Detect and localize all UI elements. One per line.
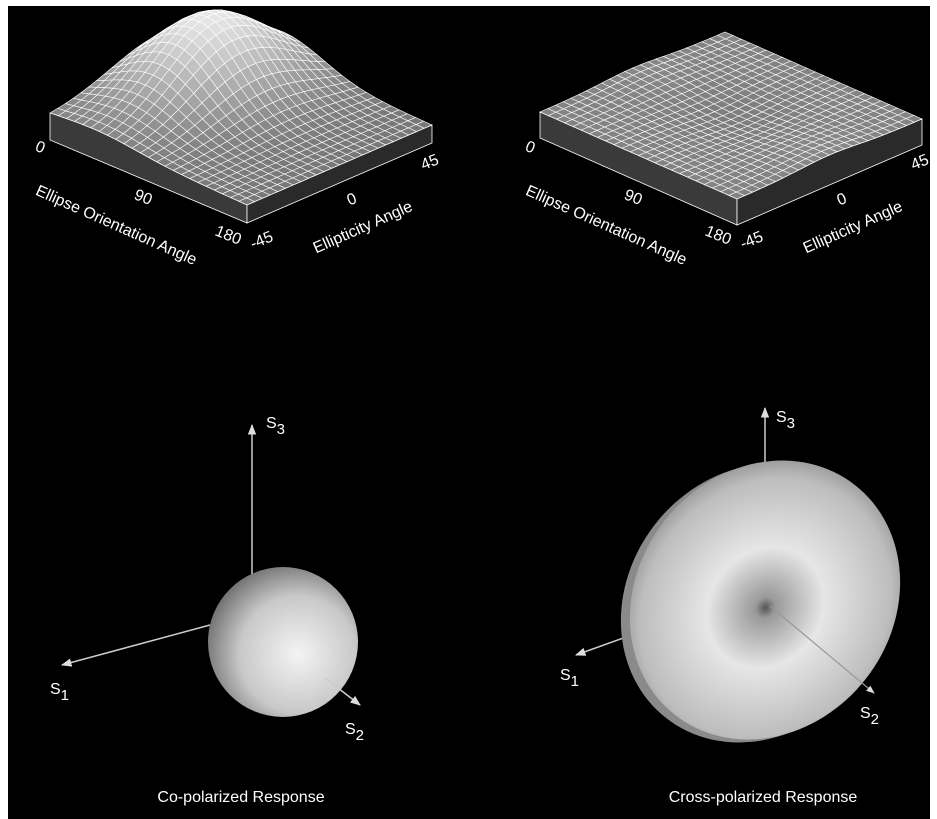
axis-letter: S [776,409,787,426]
axis-subscript: 3 [787,415,795,432]
caption: Co-polarized Response [157,789,324,806]
figure: 090180Ellipse Orientation Angle-45045Ell… [0,0,937,819]
axis-subscript: 1 [571,673,579,690]
axis-letter: S [266,415,277,432]
axis-letter: S [345,721,356,738]
axis-subscript: 3 [277,421,285,438]
axis-letter: S [560,667,571,684]
axis-subscript: 2 [871,711,879,728]
poincare-sphere [208,567,358,717]
axis-letter: S [860,705,871,722]
caption: Cross-polarized Response [669,789,858,806]
axis-subscript: 1 [61,687,69,704]
axis-subscript: 2 [356,727,364,744]
axis-letter: S [50,681,61,698]
